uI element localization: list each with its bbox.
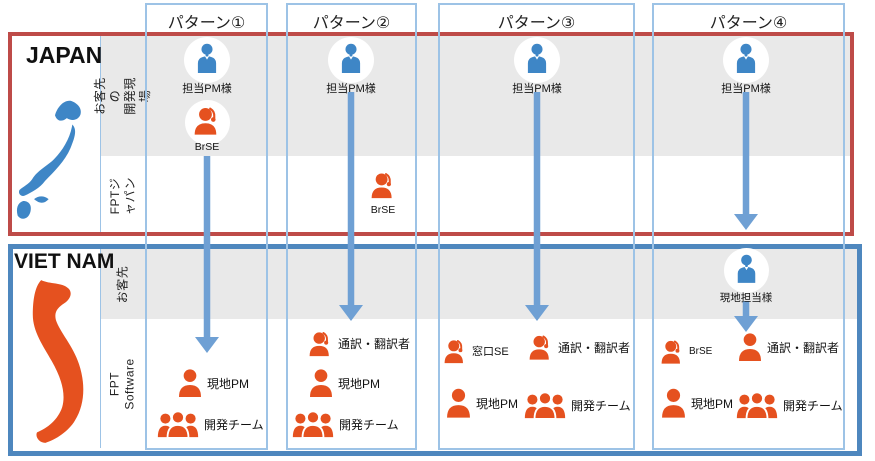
pm-avatar bbox=[328, 37, 374, 83]
window-se-actor: 窓口SE bbox=[444, 337, 509, 365]
local-pm-actor: 現地PM bbox=[446, 388, 518, 418]
headset-person-icon bbox=[371, 170, 396, 200]
japan-title: JAPAN bbox=[26, 42, 103, 68]
pattern-2-title: パターン② bbox=[312, 15, 391, 32]
pm-avatar bbox=[184, 37, 230, 83]
pattern-1-title: パターン① bbox=[167, 15, 246, 32]
brse-label: BrSE bbox=[194, 141, 220, 153]
suit-person-icon bbox=[734, 254, 759, 283]
down-arrow-icon bbox=[339, 92, 363, 321]
pattern-4-column: パターン④ bbox=[652, 3, 845, 450]
actor-label: 現地PM bbox=[338, 376, 381, 391]
actor-label: 現地PM bbox=[207, 376, 250, 391]
actor-label: BrSE bbox=[689, 346, 713, 357]
pm-label: 担当PM様 bbox=[512, 83, 562, 95]
down-arrow-icon bbox=[734, 301, 758, 332]
vietnam-box bbox=[8, 244, 862, 456]
headset-person-icon bbox=[309, 329, 333, 358]
headset-person-icon bbox=[661, 338, 684, 365]
local-contact-label: 現地担当様 bbox=[719, 292, 773, 304]
actor-label: 現地PM bbox=[691, 396, 734, 411]
local-contact-avatar bbox=[724, 248, 769, 293]
person-icon bbox=[446, 388, 471, 418]
three-people-group-icon bbox=[524, 392, 566, 419]
actor-label: 開発チーム bbox=[339, 418, 399, 432]
person-icon bbox=[178, 369, 202, 397]
pm-avatar bbox=[723, 37, 769, 83]
brse-label: BrSE bbox=[370, 204, 396, 216]
actor-label: 開発チーム bbox=[571, 399, 631, 413]
pattern-1-column: パターン① bbox=[145, 3, 268, 450]
local-pm-actor: 現地PM bbox=[309, 369, 380, 397]
interpreter-actor: 通訳・翻訳者 bbox=[529, 332, 630, 362]
three-people-group-icon bbox=[736, 392, 778, 419]
person-icon bbox=[661, 388, 686, 418]
vietnam-map-icon bbox=[32, 280, 84, 443]
brse-avatar bbox=[185, 100, 230, 145]
suit-person-icon bbox=[194, 43, 220, 73]
actor-label: 開発チーム bbox=[783, 399, 843, 413]
interpreter-actor: 通訳・翻訳者 bbox=[738, 332, 839, 362]
down-arrow-icon bbox=[525, 92, 549, 321]
dev-team-actor: 開発チーム bbox=[524, 392, 631, 419]
pattern-2-column: パターン② bbox=[286, 3, 417, 450]
row-label-japan-customer-site: お客先の 開発現場 bbox=[93, 36, 152, 156]
down-arrow-icon bbox=[734, 92, 758, 230]
actor-label: 開発チーム bbox=[204, 418, 264, 432]
person-icon bbox=[309, 369, 333, 397]
headset-person-icon bbox=[444, 337, 467, 365]
suit-person-icon bbox=[338, 43, 364, 73]
three-people-group-icon bbox=[292, 411, 334, 438]
pm-label: 担当PM様 bbox=[182, 83, 232, 95]
pm-avatar bbox=[514, 37, 560, 83]
dev-team-actor: 開発チーム bbox=[736, 392, 843, 419]
pattern-4-title: パターン④ bbox=[709, 15, 788, 32]
person-icon bbox=[738, 332, 762, 362]
actor-label: 通訳・翻訳者 bbox=[767, 340, 840, 355]
actor-label: 通訳・翻訳者 bbox=[558, 340, 631, 355]
down-arrow-icon bbox=[195, 156, 219, 353]
japan-box bbox=[8, 32, 854, 236]
local-pm-actor: 現地PM bbox=[178, 369, 249, 397]
suit-person-icon bbox=[524, 43, 550, 73]
dev-team-actor: 開発チーム bbox=[292, 411, 399, 438]
interpreter-actor: 通訳・翻訳者 bbox=[309, 329, 410, 358]
brse-actor: BrSE bbox=[661, 338, 712, 365]
pattern-3-column: パターン③ bbox=[438, 3, 635, 450]
pattern-3-title: パターン③ bbox=[497, 15, 576, 32]
headset-person-icon bbox=[194, 106, 221, 135]
actor-label: 通訳・翻訳者 bbox=[338, 337, 411, 351]
three-people-group-icon bbox=[157, 411, 199, 438]
suit-person-icon bbox=[733, 43, 759, 73]
actor-label: 窓口SE bbox=[472, 346, 509, 358]
japan-map-icon bbox=[16, 100, 81, 219]
headset-person-icon bbox=[529, 332, 553, 362]
pm-label: 担当PM様 bbox=[721, 83, 771, 95]
actor-label: 現地PM bbox=[476, 396, 519, 411]
dev-team-actor: 開発チーム bbox=[157, 411, 264, 438]
pm-label: 担当PM様 bbox=[326, 83, 376, 95]
local-pm-actor: 現地PM bbox=[661, 388, 733, 418]
vietnam-title: VIET NAM bbox=[14, 250, 115, 273]
